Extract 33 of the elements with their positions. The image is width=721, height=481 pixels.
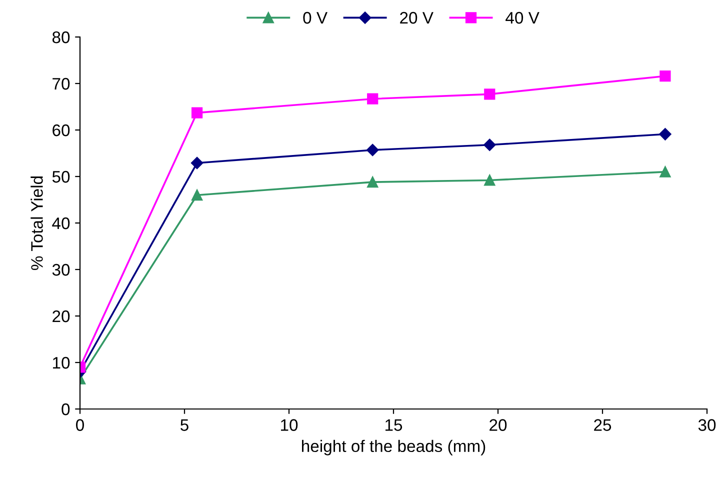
y-tick-label: 70 bbox=[52, 78, 70, 90]
x-tick-label: 30 bbox=[698, 419, 716, 431]
point bbox=[366, 144, 379, 156]
point bbox=[484, 88, 496, 100]
y-tick-label: 10 bbox=[53, 356, 70, 369]
x-tick-label: 15 bbox=[386, 419, 402, 431]
y-tick-label: 0 bbox=[62, 403, 70, 416]
y-axis-title: % Total Yield bbox=[30, 176, 43, 270]
point bbox=[484, 138, 496, 151]
point bbox=[191, 107, 203, 118]
y-tick-label: 50 bbox=[52, 170, 70, 183]
x-tick-label: 5 bbox=[180, 419, 188, 431]
point bbox=[367, 93, 378, 104]
y-tick-label: 80 bbox=[52, 31, 70, 44]
y-tick-label: 20 bbox=[52, 310, 70, 322]
point bbox=[660, 166, 671, 178]
y-tick-label: 40 bbox=[52, 217, 70, 230]
point bbox=[367, 176, 378, 188]
x-tick-label: 20 bbox=[490, 419, 507, 431]
x-axis-title: height of the beads (mm) bbox=[302, 440, 486, 456]
legend-label: 40 V bbox=[506, 12, 540, 24]
x-tick-label: 10 bbox=[281, 419, 298, 431]
point bbox=[660, 70, 671, 82]
x-tick-label: 25 bbox=[594, 419, 612, 431]
point bbox=[659, 128, 672, 140]
legend-label: 20 V bbox=[400, 12, 434, 24]
point bbox=[191, 190, 203, 201]
y-tick-label: 60 bbox=[52, 124, 70, 136]
legend-label: 0 V bbox=[303, 12, 328, 24]
x-tick-label: 0 bbox=[76, 419, 84, 431]
y-tick-label: 30 bbox=[52, 264, 70, 276]
point bbox=[484, 174, 496, 186]
point bbox=[190, 156, 204, 170]
